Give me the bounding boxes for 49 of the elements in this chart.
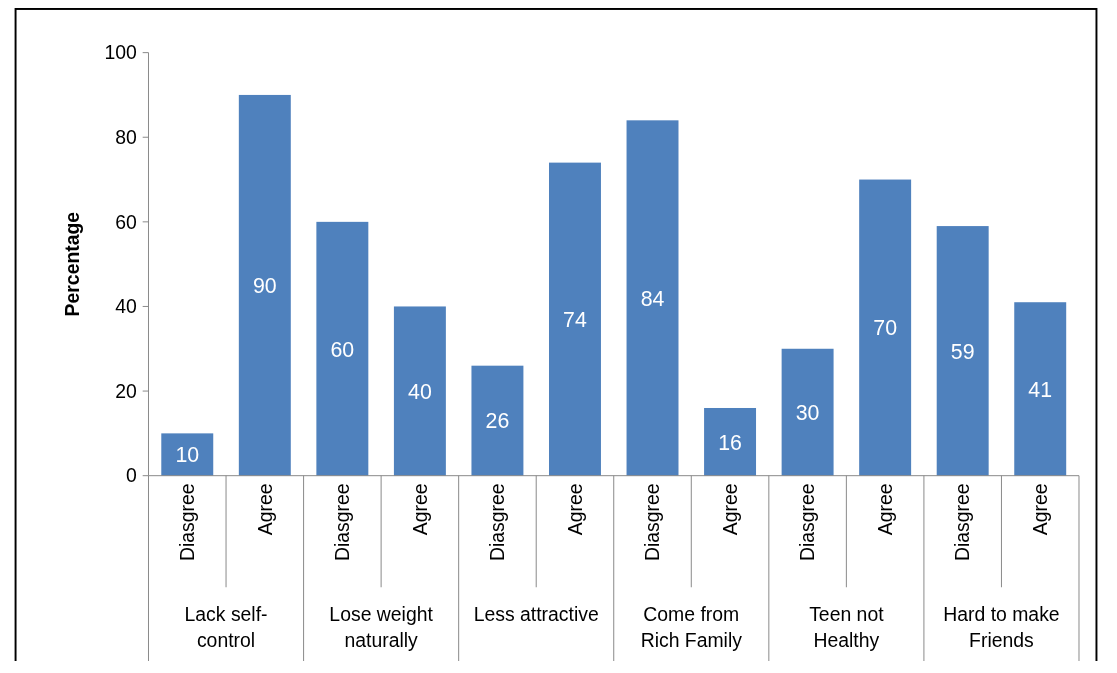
y-tick-label: 0 — [126, 464, 138, 487]
data-label: 30 — [795, 400, 820, 425]
bar — [161, 433, 214, 476]
data-label: 70 — [873, 316, 898, 341]
data-label: 90 — [252, 274, 277, 299]
text: Less attractive — [473, 603, 599, 626]
bar — [238, 94, 291, 476]
bar — [471, 365, 524, 476]
bar — [316, 221, 369, 476]
y-tick-label: 60 — [115, 210, 138, 233]
x-tick-label: Agree — [408, 483, 431, 536]
x-tick-label: Agree — [718, 483, 741, 536]
x-tick-label: Agree — [873, 483, 896, 536]
bar — [936, 226, 989, 476]
bar — [1014, 302, 1067, 476]
bar — [859, 179, 912, 476]
data-label: 74 — [563, 307, 587, 332]
bar — [781, 348, 834, 476]
x-tick-label: Diasgree — [951, 483, 974, 562]
y-tick-label: 100 — [104, 41, 138, 64]
bar — [626, 120, 679, 476]
bar — [704, 407, 757, 476]
x-tick-label: Agree — [253, 483, 276, 536]
data-label: 59 — [950, 339, 975, 364]
x-tick-label: Diasgree — [486, 483, 509, 562]
data-label: 26 — [485, 409, 510, 434]
text: Lose weight naturally — [329, 603, 434, 652]
data-label: 41 — [1028, 377, 1053, 402]
y-tick-label: 80 — [115, 126, 138, 149]
text: Hard to make Friends — [943, 603, 1060, 652]
x-tick-label: Agree — [1029, 483, 1052, 536]
x-tick-label: Diasgree — [641, 483, 664, 562]
bar — [393, 306, 446, 476]
data-label: 10 — [175, 443, 200, 468]
data-label: 16 — [718, 430, 742, 455]
x-tick-label: Diasgree — [176, 483, 199, 562]
text: Lack self- control — [184, 603, 268, 652]
x-tick-label: Diasgree — [331, 483, 354, 562]
data-label: 84 — [640, 286, 665, 311]
text: Come from Rich Family — [640, 603, 743, 652]
data-label: 60 — [330, 337, 355, 362]
y-tick-label: 40 — [115, 295, 138, 318]
x-tick-label: Diasgree — [796, 483, 819, 562]
y-axis-title: Percentage — [60, 211, 83, 317]
y-tick-label: 20 — [115, 379, 138, 402]
data-label: 40 — [408, 379, 432, 404]
bar — [549, 162, 601, 476]
text: Teen not Healthy — [809, 603, 885, 652]
x-tick-label: Agree — [563, 483, 586, 536]
